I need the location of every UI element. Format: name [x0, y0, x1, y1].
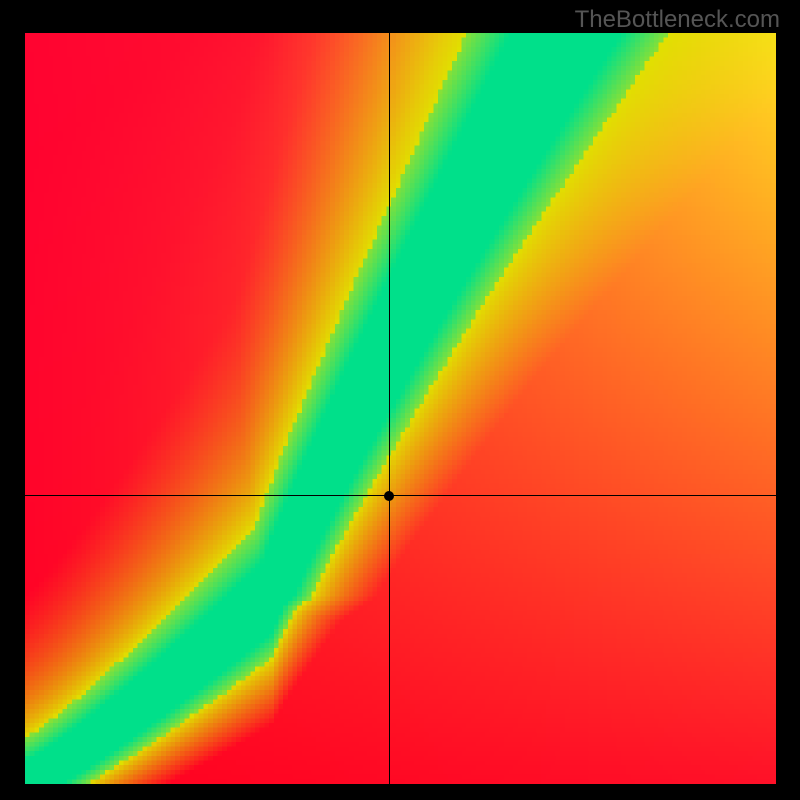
heatmap-plot [25, 33, 776, 784]
heatmap-canvas [25, 33, 776, 784]
marker-point [384, 491, 394, 501]
crosshair-vertical [389, 33, 390, 784]
crosshair-horizontal [25, 495, 776, 496]
chart-container: TheBottleneck.com [0, 0, 800, 800]
watermark-text: TheBottleneck.com [575, 6, 780, 34]
